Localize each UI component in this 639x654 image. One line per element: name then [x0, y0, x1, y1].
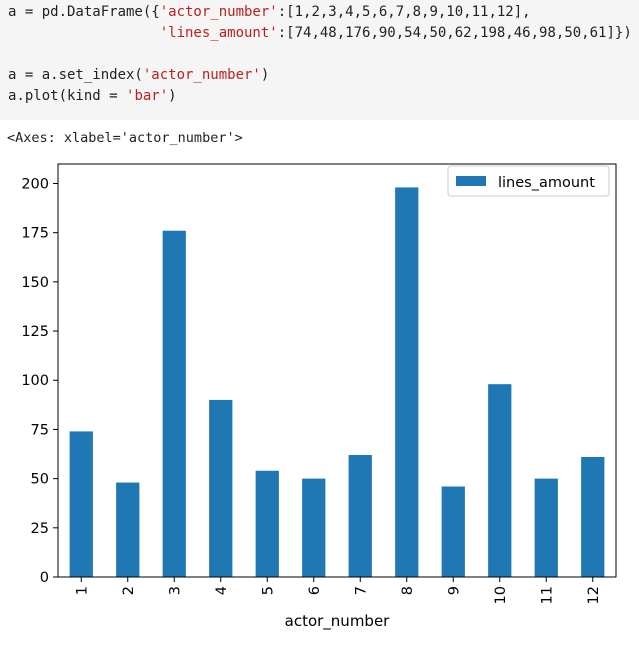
bar [441, 486, 465, 577]
code-token: 'bar' [126, 88, 169, 104]
bar [488, 384, 512, 577]
code-line: a = a.set_index('actor_number') [8, 65, 639, 86]
code-cell[interactable]: a = pd.DataFrame({'actor_number':[1,2,3,… [0, 0, 639, 120]
x-tick-label: 6 [307, 586, 323, 595]
legend-box [447, 165, 610, 197]
y-tick-label: 100 [21, 373, 49, 389]
code-token: :[ [277, 25, 295, 41]
code-line [8, 44, 639, 65]
bar [534, 478, 558, 577]
x-tick-label: 2 [121, 586, 137, 595]
bar [581, 456, 605, 577]
y-tick-label: 75 [31, 422, 49, 438]
x-tick-label: 3 [167, 586, 183, 595]
legend-swatch [456, 176, 486, 186]
code-token: 'lines_amount' [159, 25, 278, 41]
code-token [8, 25, 160, 41]
x-tick-label: 10 [493, 586, 509, 604]
bar [348, 455, 372, 577]
code-token: :[ [277, 4, 295, 20]
axes-frame [57, 163, 617, 578]
code-editor[interactable]: a = pd.DataFrame({'actor_number':[1,2,3,… [8, 2, 639, 107]
code-token: a = pd.DataFrame({ [8, 4, 160, 20]
y-tick-label: 50 [31, 472, 49, 488]
x-tick-label: 9 [446, 586, 462, 595]
code-token: a = a.set_index( [8, 67, 143, 83]
legend-label: lines_amount [498, 175, 595, 191]
bar [162, 230, 186, 577]
code-token: ) [168, 88, 177, 104]
bar [209, 399, 233, 577]
y-tick-label: 175 [21, 226, 49, 242]
y-tick-label: 150 [21, 275, 49, 291]
bar [116, 482, 140, 577]
x-axis-label: actor_number [285, 612, 391, 631]
code-token: ]}) [606, 25, 632, 41]
code-token: 'actor_number' [159, 4, 278, 20]
code-token: ) [260, 67, 270, 83]
y-tick-label: 25 [31, 521, 49, 537]
y-tick-label: 200 [21, 176, 49, 192]
bar-chart: 0 25 50 75 100 125 150 175 200 1 2 3 4 5 6 7 8 9 10 11 12 act… [0, 155, 639, 649]
bar [255, 470, 279, 577]
code-token: a.plot(kind = [8, 88, 127, 104]
x-tick-label: 8 [400, 586, 416, 595]
code-token: ], [513, 4, 531, 20]
y-tick-label: 125 [21, 324, 49, 340]
bar [302, 478, 326, 577]
x-tick-label: 11 [539, 586, 555, 604]
y-tick-label: 0 [40, 570, 49, 586]
x-tick-label: 4 [214, 586, 230, 595]
code-line: a = pd.DataFrame({'actor_number':[1,2,3,… [8, 2, 639, 23]
code-line: a.plot(kind = 'bar') [8, 86, 639, 107]
output-repr: <Axes: xlabel='actor_number'> [7, 130, 243, 146]
code-token: 74,48,176,90,54,50,62,198,46,98,50,61 [294, 25, 607, 41]
x-tick-label: 5 [260, 586, 276, 595]
x-tick-label: 12 [586, 586, 602, 604]
x-tick-label: 7 [353, 586, 369, 595]
code-line: 'lines_amount':[74,48,176,90,54,50,62,19… [8, 23, 639, 44]
code-token: 1,2,3,4,5,6,7,8,9,10,11,12 [294, 4, 514, 20]
x-tick-label: 1 [74, 586, 90, 595]
code-token: 'actor_number' [142, 67, 261, 83]
bar [395, 187, 419, 577]
bar [69, 431, 93, 577]
